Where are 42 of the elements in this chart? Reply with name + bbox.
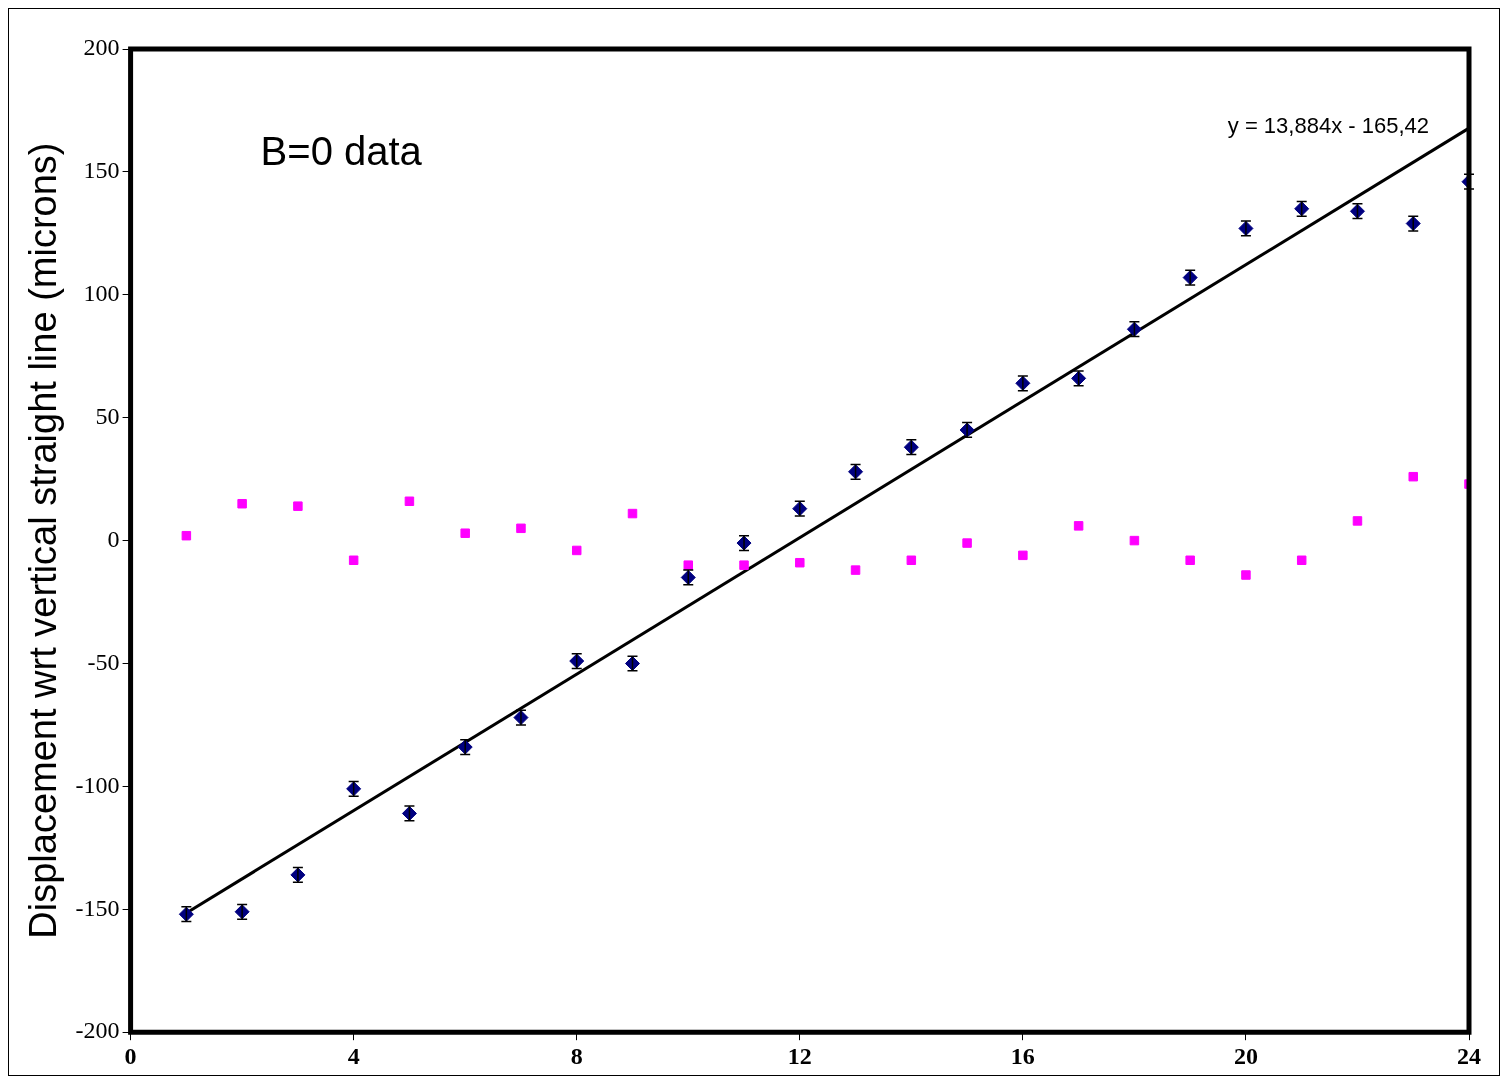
point xyxy=(1073,521,1084,531)
point xyxy=(516,523,526,534)
y-tick-label: 150 xyxy=(83,157,120,184)
point xyxy=(739,560,749,570)
y-tick-label: 50 xyxy=(95,403,120,429)
point xyxy=(348,555,359,566)
y-tick-label: 0 xyxy=(107,525,120,552)
y-tick-label: -50 xyxy=(87,648,120,675)
point xyxy=(1129,535,1140,546)
point xyxy=(850,565,861,575)
y-tick-label: -100 xyxy=(75,771,120,798)
point xyxy=(962,538,972,548)
point xyxy=(683,560,694,570)
annotation: y = 13,884x - 165,42 xyxy=(1227,113,1429,139)
x-tick-label: 16 xyxy=(1010,1042,1035,1069)
x-tick-label: 4 xyxy=(347,1042,360,1069)
point xyxy=(293,501,303,511)
x-tick-label: 24 xyxy=(1457,1042,1481,1069)
y-tick-label: -150 xyxy=(75,894,120,921)
x-tick-label: 8 xyxy=(570,1042,583,1069)
point xyxy=(795,557,805,568)
point xyxy=(237,498,247,509)
point xyxy=(627,508,638,519)
annotation: B=0 data xyxy=(260,129,423,174)
point xyxy=(1296,555,1307,566)
x-tick-label: 20 xyxy=(1233,1042,1258,1069)
y-tick-label: 100 xyxy=(83,280,120,307)
point xyxy=(906,555,917,566)
point xyxy=(1408,471,1418,482)
y-tick-label: -200 xyxy=(75,1017,120,1044)
point xyxy=(1018,550,1028,561)
point xyxy=(460,528,470,538)
x-tick-label: 0 xyxy=(124,1042,137,1069)
point xyxy=(571,545,582,556)
point xyxy=(1241,570,1251,580)
point xyxy=(1352,516,1363,526)
point xyxy=(181,530,192,541)
point xyxy=(404,496,415,507)
y-axis-title: Displacement wrt vertical straight line (microns) xyxy=(22,142,65,939)
x-tick-label: 12 xyxy=(787,1042,812,1069)
point xyxy=(1185,555,1195,566)
y-tick-label: 200 xyxy=(83,34,120,61)
